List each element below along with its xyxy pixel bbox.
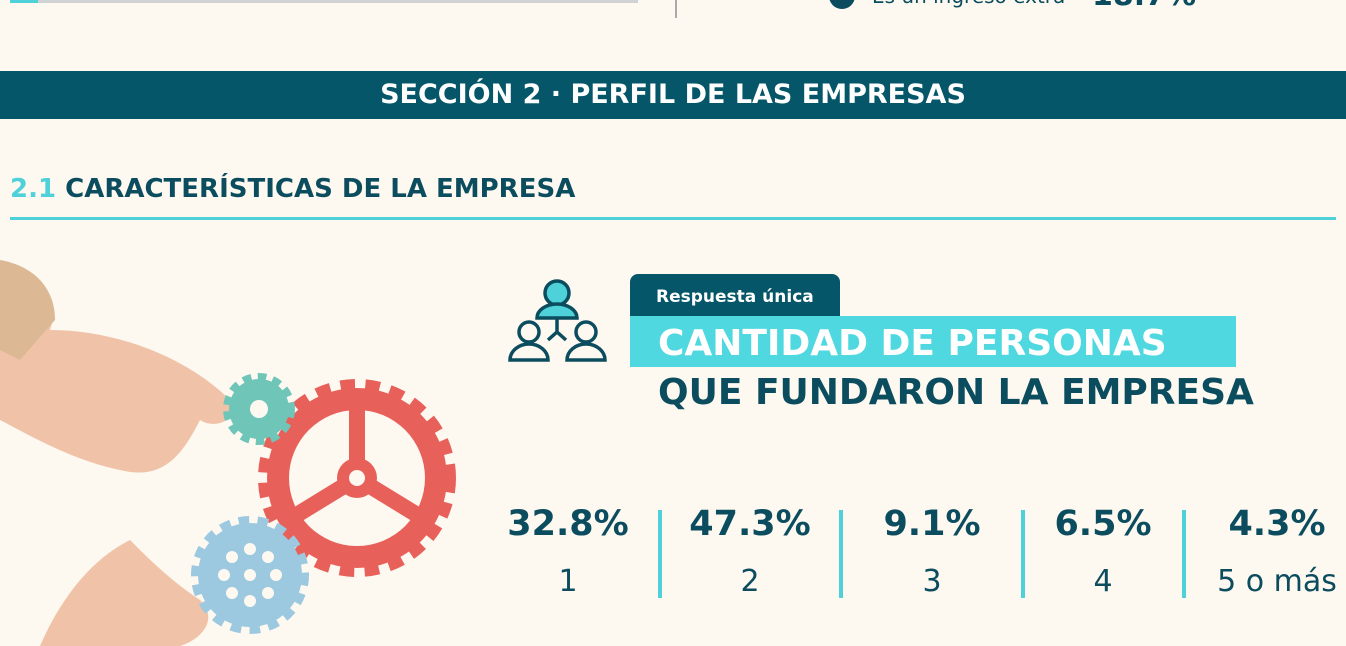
stat: 32.8% 1 [483, 504, 653, 599]
stat-value: 32.8% [483, 504, 653, 544]
stat-divider [658, 510, 662, 598]
subsection-number: 2.1 [10, 174, 56, 204]
gear-teal [229, 379, 289, 439]
stat-divider [1182, 510, 1186, 598]
progress-fill [10, 0, 38, 3]
stat-label: 5 o más [1192, 564, 1346, 599]
stat: 9.1% 3 [847, 504, 1017, 599]
card-title: QUE FUNDARON LA EMPRESA [658, 372, 1254, 413]
stat-value: 9.1% [847, 504, 1017, 544]
subsection-title: CARACTERÍSTICAS DE LA EMPRESA [65, 174, 575, 204]
subsection-heading: 2.1 CARACTERÍSTICAS DE LA EMPRESA [10, 174, 575, 204]
card-title: CANTIDAD DE PERSONAS [630, 316, 1236, 367]
stat: 47.3% 2 [665, 504, 835, 599]
stat-label: 2 [665, 564, 835, 599]
hand [40, 540, 208, 646]
stat-divider [839, 510, 843, 598]
stat-label: 3 [847, 564, 1017, 599]
bullet [829, 0, 855, 9]
stat: 6.5% 4 [1018, 504, 1188, 599]
stat: 4.3% 5 o más [1192, 504, 1346, 599]
gear-blue [198, 523, 302, 627]
top-label: Es un ingreso extra [872, 0, 1065, 8]
heading-rule [10, 217, 1336, 220]
progress-track [10, 0, 638, 3]
people-icon [510, 281, 605, 360]
answer-tag: Respuesta única [630, 274, 840, 316]
stat-value: 6.5% [1018, 504, 1188, 544]
stat-label: 4 [1018, 564, 1188, 599]
stat-value: 4.3% [1192, 504, 1346, 544]
section-banner: SECCIÓN 2 · PERFIL DE LAS EMPRESAS [0, 71, 1346, 119]
top-value: 18.7% [1092, 0, 1196, 13]
stat-value: 47.3% [665, 504, 835, 544]
page: Es un ingreso extra 18.7% SECCIÓN 2 · PE… [0, 0, 1346, 646]
stat-label: 1 [483, 564, 653, 599]
